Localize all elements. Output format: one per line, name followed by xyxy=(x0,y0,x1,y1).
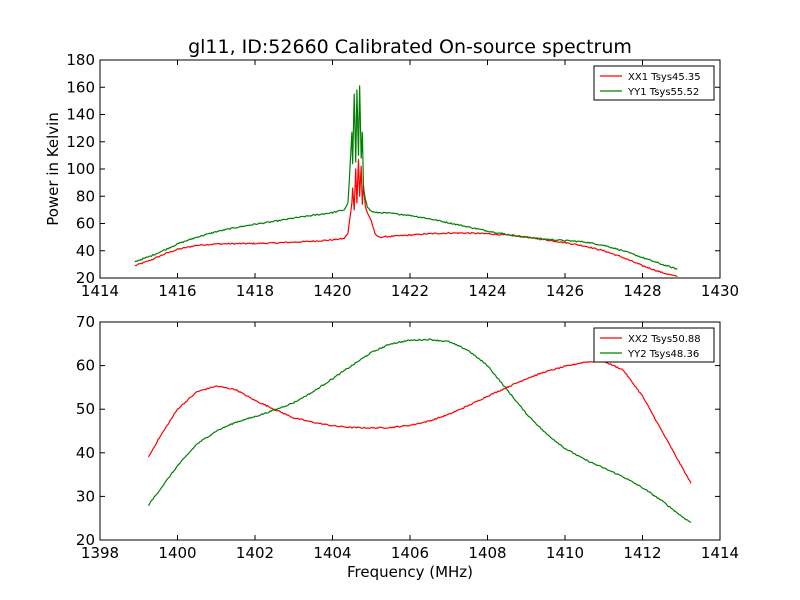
y-tick-label: 20 xyxy=(76,531,95,549)
x-tick-label: 1420 xyxy=(313,282,351,300)
x-tick-label: 1398 xyxy=(81,544,119,562)
y-tick-label: 20 xyxy=(76,269,95,287)
x-tick-label: 1410 xyxy=(546,544,584,562)
y-axis-label: Power in Kelvin xyxy=(44,112,62,226)
y-tick-label: 180 xyxy=(66,51,95,69)
x-tick-label: 1412 xyxy=(623,544,661,562)
x-tick-label: 1416 xyxy=(158,282,196,300)
x-tick-label: 1418 xyxy=(236,282,274,300)
x-tick-label: 1414 xyxy=(81,282,119,300)
y-tick-label: 140 xyxy=(66,106,95,124)
y-tick-label: 40 xyxy=(76,444,95,462)
y-tick-label: 60 xyxy=(76,357,95,375)
x-tick-label: 1428 xyxy=(623,282,661,300)
x-tick-label: 1402 xyxy=(236,544,274,562)
y-tick-label: 70 xyxy=(76,313,95,331)
x-tick-label: 1400 xyxy=(158,544,196,562)
y-tick-label: 40 xyxy=(76,242,95,260)
top-spectrum-panel: 1414 1416 1418 1420 1422 1424 1426 1428 1430 20 40… xyxy=(66,51,739,300)
y-tick-label: 50 xyxy=(76,400,95,418)
x-tick-label: 1426 xyxy=(546,282,584,300)
x-tick-label: 1406 xyxy=(391,544,429,562)
x-tick-label: 1424 xyxy=(468,282,506,300)
legend-label: YY2 Tsys48.36 xyxy=(627,349,699,360)
y-tick-label: 160 xyxy=(66,78,95,96)
bottom-spectrum-panel: 1398 1400 1402 1404 1406 1408 1410 1412 1414 20 30… xyxy=(76,313,739,562)
legend-label: YY1 Tsys55.52 xyxy=(627,87,699,98)
chart-title: gl11, ID:52660 Calibrated On-source spec… xyxy=(188,36,632,58)
series-line-yy xyxy=(147,338,692,524)
y-tick-label: 120 xyxy=(66,133,95,151)
x-tick-label: 1422 xyxy=(391,282,429,300)
y-tick-label: 60 xyxy=(76,215,95,233)
x-tick-label: 1430 xyxy=(701,282,739,300)
y-tick-label: 80 xyxy=(76,187,95,205)
y-tick-label: 30 xyxy=(76,487,95,505)
legend-box xyxy=(593,327,715,363)
legend-box xyxy=(593,65,715,101)
x-tick-label: 1404 xyxy=(313,544,351,562)
y-tick-label: 100 xyxy=(66,160,95,178)
legend-label: XX2 Tsys50.88 xyxy=(628,334,701,345)
legend: XX2 Tsys50.88 YY2 Tsys48.36 xyxy=(593,327,715,363)
x-tick-label: 1408 xyxy=(468,544,506,562)
series-line-yy xyxy=(134,85,678,270)
series-line-xx xyxy=(147,360,692,484)
legend: XX1 Tsys45.35 YY1 Tsys55.52 xyxy=(593,65,715,101)
x-tick-label: 1414 xyxy=(701,544,739,562)
legend-label: XX1 Tsys45.35 xyxy=(628,72,701,83)
x-axis-label: Frequency (MHz) xyxy=(347,563,473,581)
series-line-xx xyxy=(134,158,678,278)
